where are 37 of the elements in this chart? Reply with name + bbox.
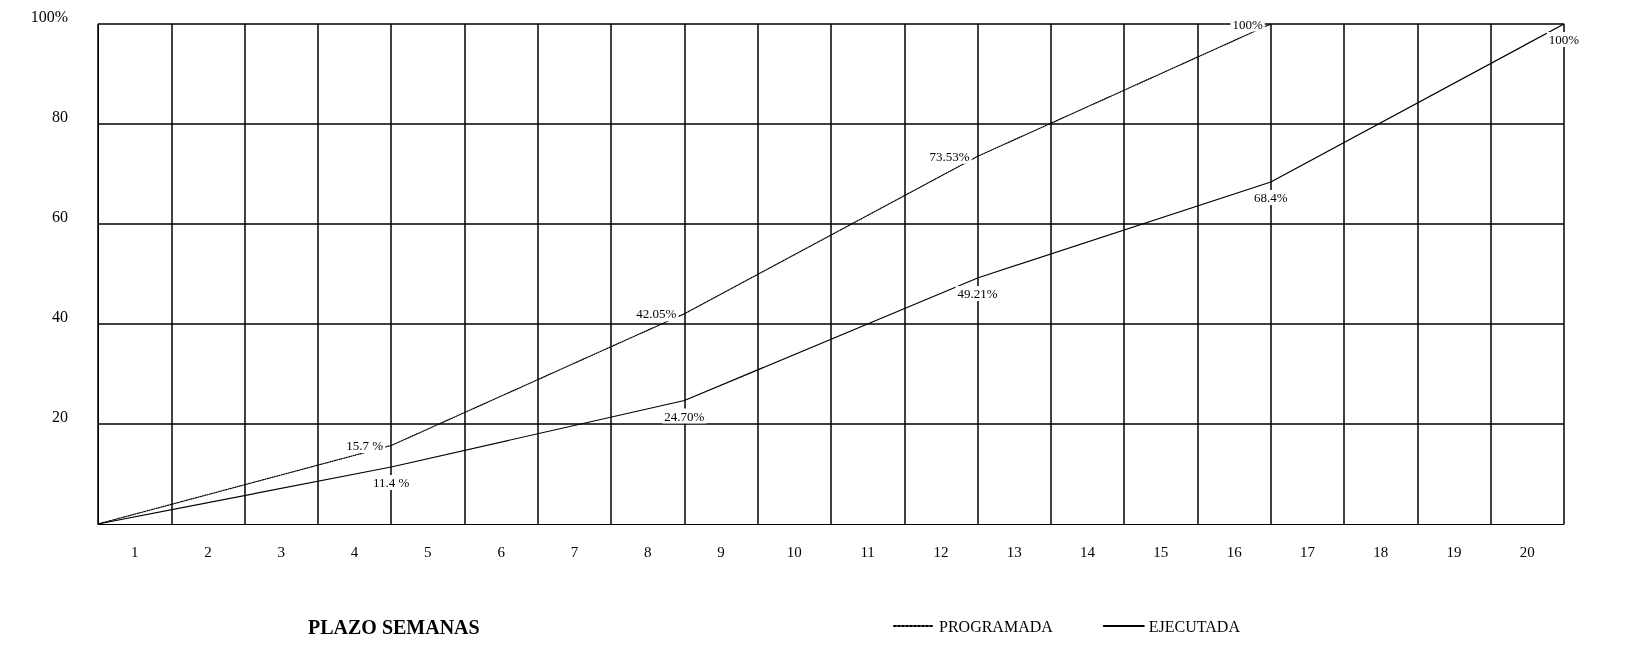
data-label: 42.05%	[636, 306, 677, 322]
x-tick-label: 10	[786, 543, 802, 560]
data-label: 73.53%	[929, 148, 970, 164]
y-tick-label: 60	[52, 207, 68, 225]
x-tick-label: 6	[497, 543, 506, 560]
data-label: 11.4 %	[373, 475, 410, 490]
data-label: 15.7 %	[346, 438, 384, 453]
x-tick-label: 16	[1226, 543, 1243, 560]
x-tick-label: 12	[933, 543, 949, 560]
data-label: 100%	[1232, 16, 1263, 32]
legend-label: EJECUTADA	[1148, 617, 1241, 635]
data-label: 49.21%	[957, 285, 998, 301]
x-tick-label: 5	[424, 543, 432, 560]
x-tick-label: 7	[570, 543, 579, 560]
data-label: 24.70%	[664, 408, 705, 424]
x-tick-label: 8	[644, 543, 652, 560]
x-tick-label: 3	[277, 543, 285, 560]
x-tick-label: 1	[130, 543, 139, 560]
x-tick-label: 17	[1299, 543, 1316, 560]
x-tick-label: 20	[1519, 543, 1535, 560]
x-tick-label: 18	[1373, 543, 1389, 560]
x-tick-label: 4	[350, 543, 359, 560]
data-label: 100%	[1548, 32, 1580, 47]
x-tick-label: 2	[204, 543, 212, 560]
y-tick-label: 80	[52, 107, 68, 125]
data-label: 68.4%	[1254, 190, 1288, 205]
x-tick-label: 13	[1006, 543, 1022, 560]
x-tick-label: 11	[860, 543, 875, 560]
y-tick-label: 40	[52, 307, 68, 325]
x-axis-title: PLAZO SEMANAS	[308, 616, 480, 638]
x-tick-label: 19	[1446, 543, 1462, 560]
x-tick-label: 14	[1080, 543, 1096, 560]
x-tick-label: 15	[1153, 543, 1169, 560]
x-tick-label: 9	[717, 543, 725, 560]
legend-label: PROGRAMADA	[939, 617, 1054, 635]
y-tick-label: 100%	[30, 7, 68, 25]
y-tick-label: 20	[52, 407, 68, 425]
